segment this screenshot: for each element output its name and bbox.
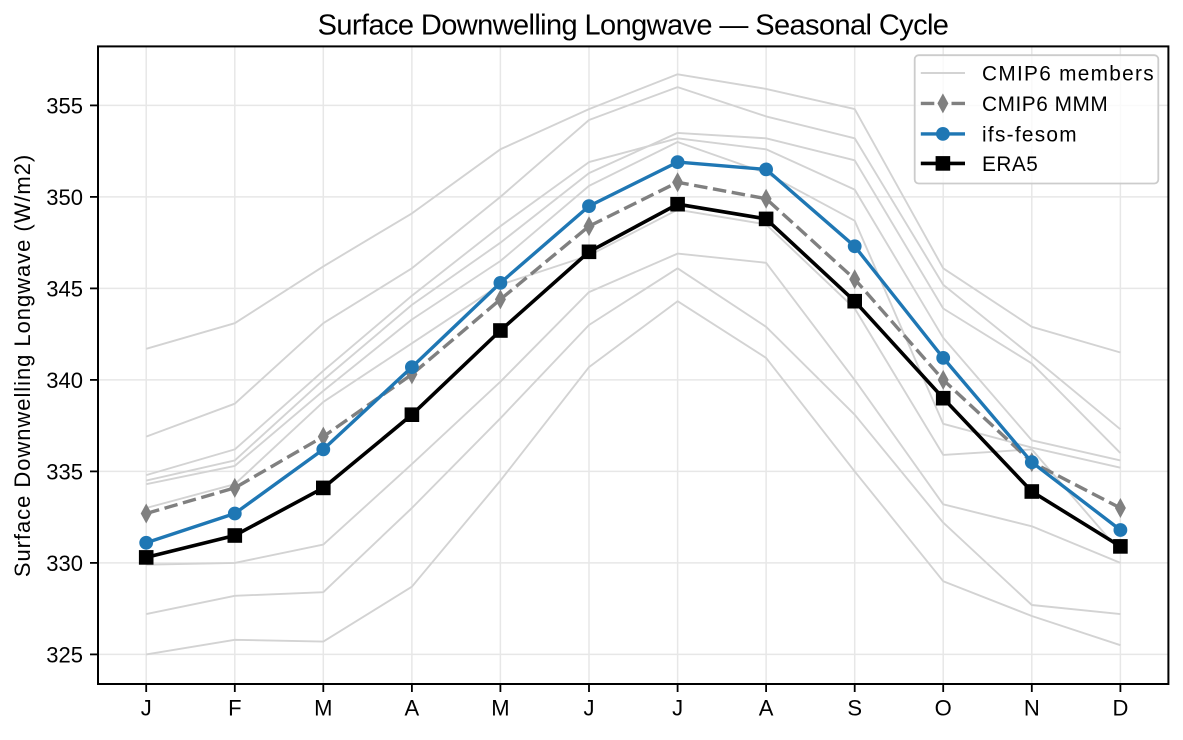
svg-text:340: 340: [46, 368, 83, 393]
svg-text:325: 325: [46, 643, 83, 668]
svg-text:345: 345: [46, 277, 83, 302]
svg-text:335: 335: [46, 460, 83, 485]
svg-text:M: M: [314, 696, 332, 721]
svg-text:D: D: [1112, 696, 1128, 721]
svg-text:350: 350: [46, 185, 83, 210]
svg-text:Surface Downwelling Longwave —: Surface Downwelling Longwave — Seasonal …: [318, 10, 949, 42]
svg-text:O: O: [935, 696, 952, 721]
svg-text:N: N: [1024, 696, 1040, 721]
svg-text:S: S: [847, 696, 862, 721]
svg-text:A: A: [759, 696, 774, 721]
svg-text:F: F: [228, 696, 241, 721]
svg-text:330: 330: [46, 551, 83, 576]
svg-text:Surface Downwelling Longwave (: Surface Downwelling Longwave (W/m2): [10, 154, 35, 577]
svg-text:J: J: [141, 696, 152, 721]
svg-text:CMIP6 members: CMIP6 members: [982, 63, 1155, 86]
svg-text:ERA5: ERA5: [982, 153, 1038, 176]
svg-text:M: M: [491, 696, 509, 721]
svg-text:CMIP6 MMM: CMIP6 MMM: [982, 93, 1108, 116]
svg-text:ifs-fesom: ifs-fesom: [982, 124, 1078, 147]
svg-text:355: 355: [46, 94, 83, 119]
svg-text:J: J: [584, 696, 595, 721]
svg-text:A: A: [405, 696, 420, 721]
svg-text:J: J: [672, 696, 683, 721]
